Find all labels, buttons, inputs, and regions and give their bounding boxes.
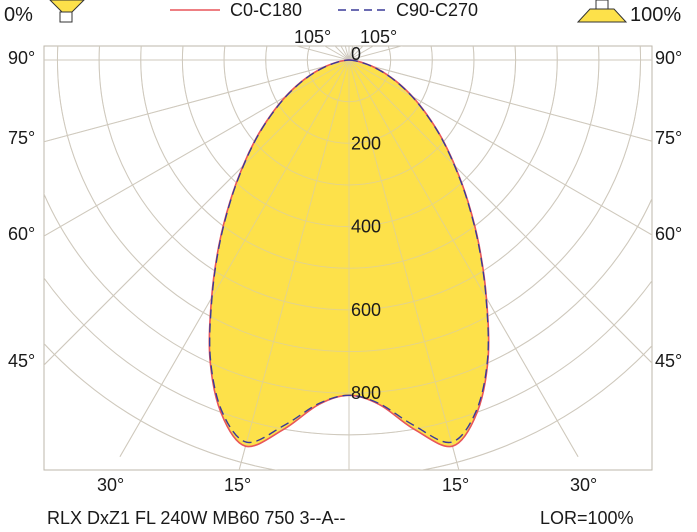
corner-left-label: 0% xyxy=(4,4,33,26)
bottom-angle-label-left-15: 15° xyxy=(224,475,251,495)
radial-label-800: 800 xyxy=(351,383,381,403)
radial-label-400: 400 xyxy=(351,217,381,237)
corner-right-label: 100% xyxy=(630,4,681,26)
radial-label-600: 600 xyxy=(351,300,381,320)
plot-frame xyxy=(43,45,653,471)
side-angle-label-right-60: 60° xyxy=(655,224,682,244)
side-angle-label-left-45: 45° xyxy=(8,351,35,371)
top-angle-label-right: 105° xyxy=(360,27,397,47)
footer-luminaire-name: RLX DxZ1 FL 240W MB60 750 3--A-- xyxy=(47,508,345,528)
overlay-spoke-l60 xyxy=(44,59,350,237)
legend: C0-C180 C90-C270 xyxy=(170,0,478,20)
overlay-spoke-l30 xyxy=(119,59,350,458)
intensity-curves xyxy=(44,46,652,470)
overlay-spoke-r15 xyxy=(348,59,460,470)
radial-label-200: 200 xyxy=(351,133,381,153)
radial-label-0: 0 xyxy=(351,44,361,64)
bottom-angle-label-left-30: 30° xyxy=(97,475,124,495)
side-angle-label-right-90: 90° xyxy=(655,48,682,68)
side-angle-label-right-45: 45° xyxy=(655,351,682,371)
legend-label-c0-c180: C0-C180 xyxy=(230,0,302,20)
overlay-spoke-r60 xyxy=(348,59,652,236)
bottom-angle-label-right-30: 30° xyxy=(570,475,597,495)
luminaire-100-percent-icon xyxy=(576,0,628,23)
side-angle-label-right-75: 75° xyxy=(655,128,682,148)
side-angle-label-left-75: 75° xyxy=(8,128,35,148)
side-angle-label-left-90: 90° xyxy=(8,48,35,68)
curve-line-c90-c270 xyxy=(208,59,490,444)
bottom-angle-label-right-15: 15° xyxy=(442,475,469,495)
overlay-spoke-r30 xyxy=(348,59,579,458)
overlay-spoke-l45 xyxy=(44,59,350,366)
overlay-spoke-l15 xyxy=(238,59,350,470)
side-angle-label-left-60: 60° xyxy=(8,224,35,244)
overlay-spoke-l75 xyxy=(44,59,350,143)
footer-lor: LOR=100% xyxy=(540,508,634,528)
luminaire-0-percent-icon xyxy=(49,0,85,23)
overlay-spoke-r75 xyxy=(348,59,652,142)
grid-overlay xyxy=(44,46,652,470)
overlay-spoke-r45 xyxy=(348,59,652,364)
top-angle-label-left: 105° xyxy=(294,27,331,47)
legend-label-c90-c270: C90-C270 xyxy=(396,0,478,20)
radial-labels: 0 200 400 600 800 xyxy=(351,44,381,403)
